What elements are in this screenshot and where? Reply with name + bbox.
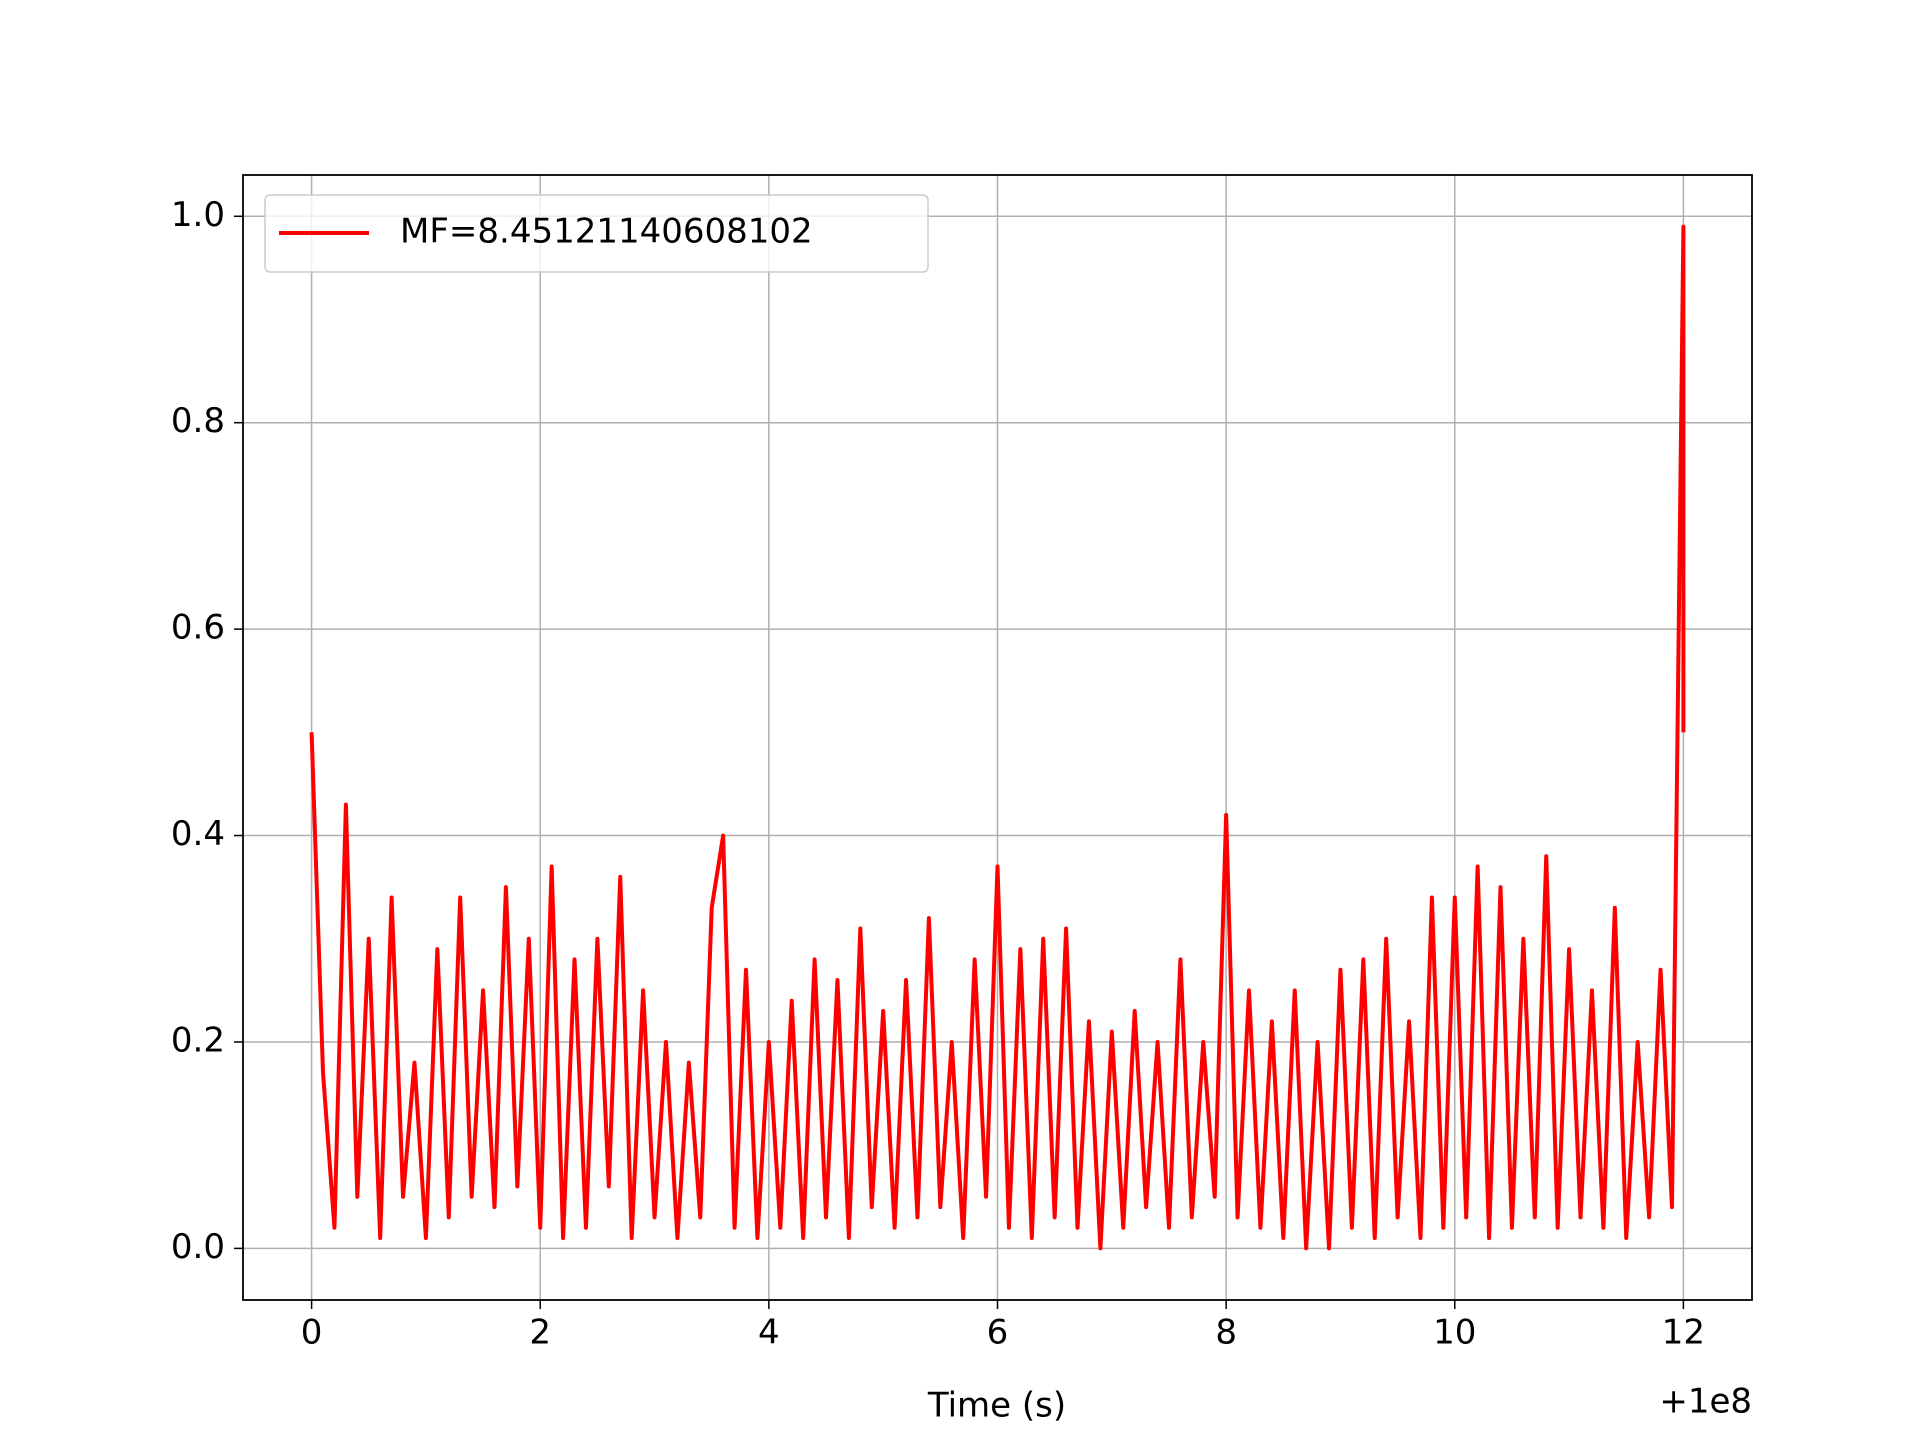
grid [243,175,1752,1300]
legend: MF=8.45121140608102 [264,194,929,273]
x-tick-label: 2 [529,1313,551,1353]
legend-label: MF=8.45121140608102 [400,212,813,252]
y-tick-label: 0.8 [171,401,225,441]
plot-area [309,224,1686,1251]
data-line [309,224,1686,1251]
legend-box [264,194,929,273]
y-tick-label: 0.4 [171,814,225,854]
ticks: 0 2 4 6 8 10 12 0.0 0.2 0.4 0.6 0.8 1.0 [171,195,1705,1353]
y-tick-label: 0.2 [171,1020,225,1060]
x-tick-label: 6 [987,1313,1009,1353]
x-tick-label: 12 [1662,1313,1705,1353]
y-tick-label: 1.0 [171,195,225,235]
x-tick-label: 10 [1433,1313,1476,1353]
x-tick-label: 4 [758,1313,780,1353]
y-tick-label: 0.6 [171,608,225,648]
y-tick-label: 0.0 [171,1227,225,1267]
x-tick-label: 8 [1215,1313,1237,1353]
x-axis-label: Time (s) [927,1386,1066,1426]
x-tick-label: 0 [301,1313,323,1353]
x-offset-label: +1e8 [1659,1382,1752,1422]
